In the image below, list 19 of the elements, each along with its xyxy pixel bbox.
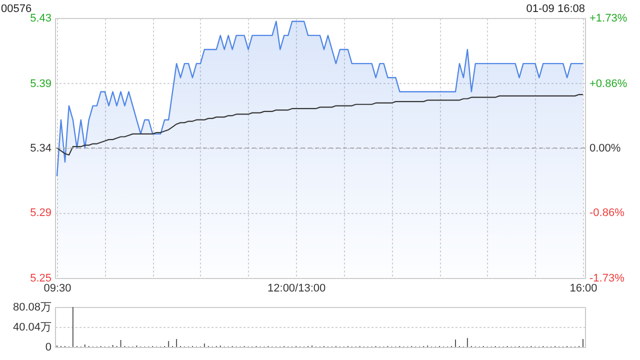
x-tick-label: 09:30 <box>44 282 72 294</box>
y2-tick-label: -0.86% <box>590 207 625 220</box>
y-tick-label: 5.34 <box>30 142 52 154</box>
y2-tick-label: +0.86% <box>590 78 628 90</box>
y2-tick-label: -1.73% <box>590 272 625 284</box>
x-tick-label: 16:00 <box>570 282 598 294</box>
y-tick-label: 5.25 <box>30 272 52 284</box>
text: 01-09 16:08 <box>526 3 585 15</box>
y-tick-label: 0 <box>45 342 52 354</box>
chart-title: 00576 <box>1 3 32 15</box>
y-tick-label: 40.04万 <box>12 322 52 334</box>
y-tick-label: 5.29 <box>30 207 52 220</box>
y-tick-label: 80.08万 <box>12 302 52 314</box>
line-series <box>56 94 584 156</box>
x-tick-label: 12:00/13:00 <box>268 282 326 294</box>
y2-tick-label: 0.00% <box>590 142 621 154</box>
y-tick-label: 5.39 <box>30 78 52 90</box>
y2-tick-label: +1.73% <box>590 12 628 24</box>
y-tick-label: 5.43 <box>30 12 52 24</box>
